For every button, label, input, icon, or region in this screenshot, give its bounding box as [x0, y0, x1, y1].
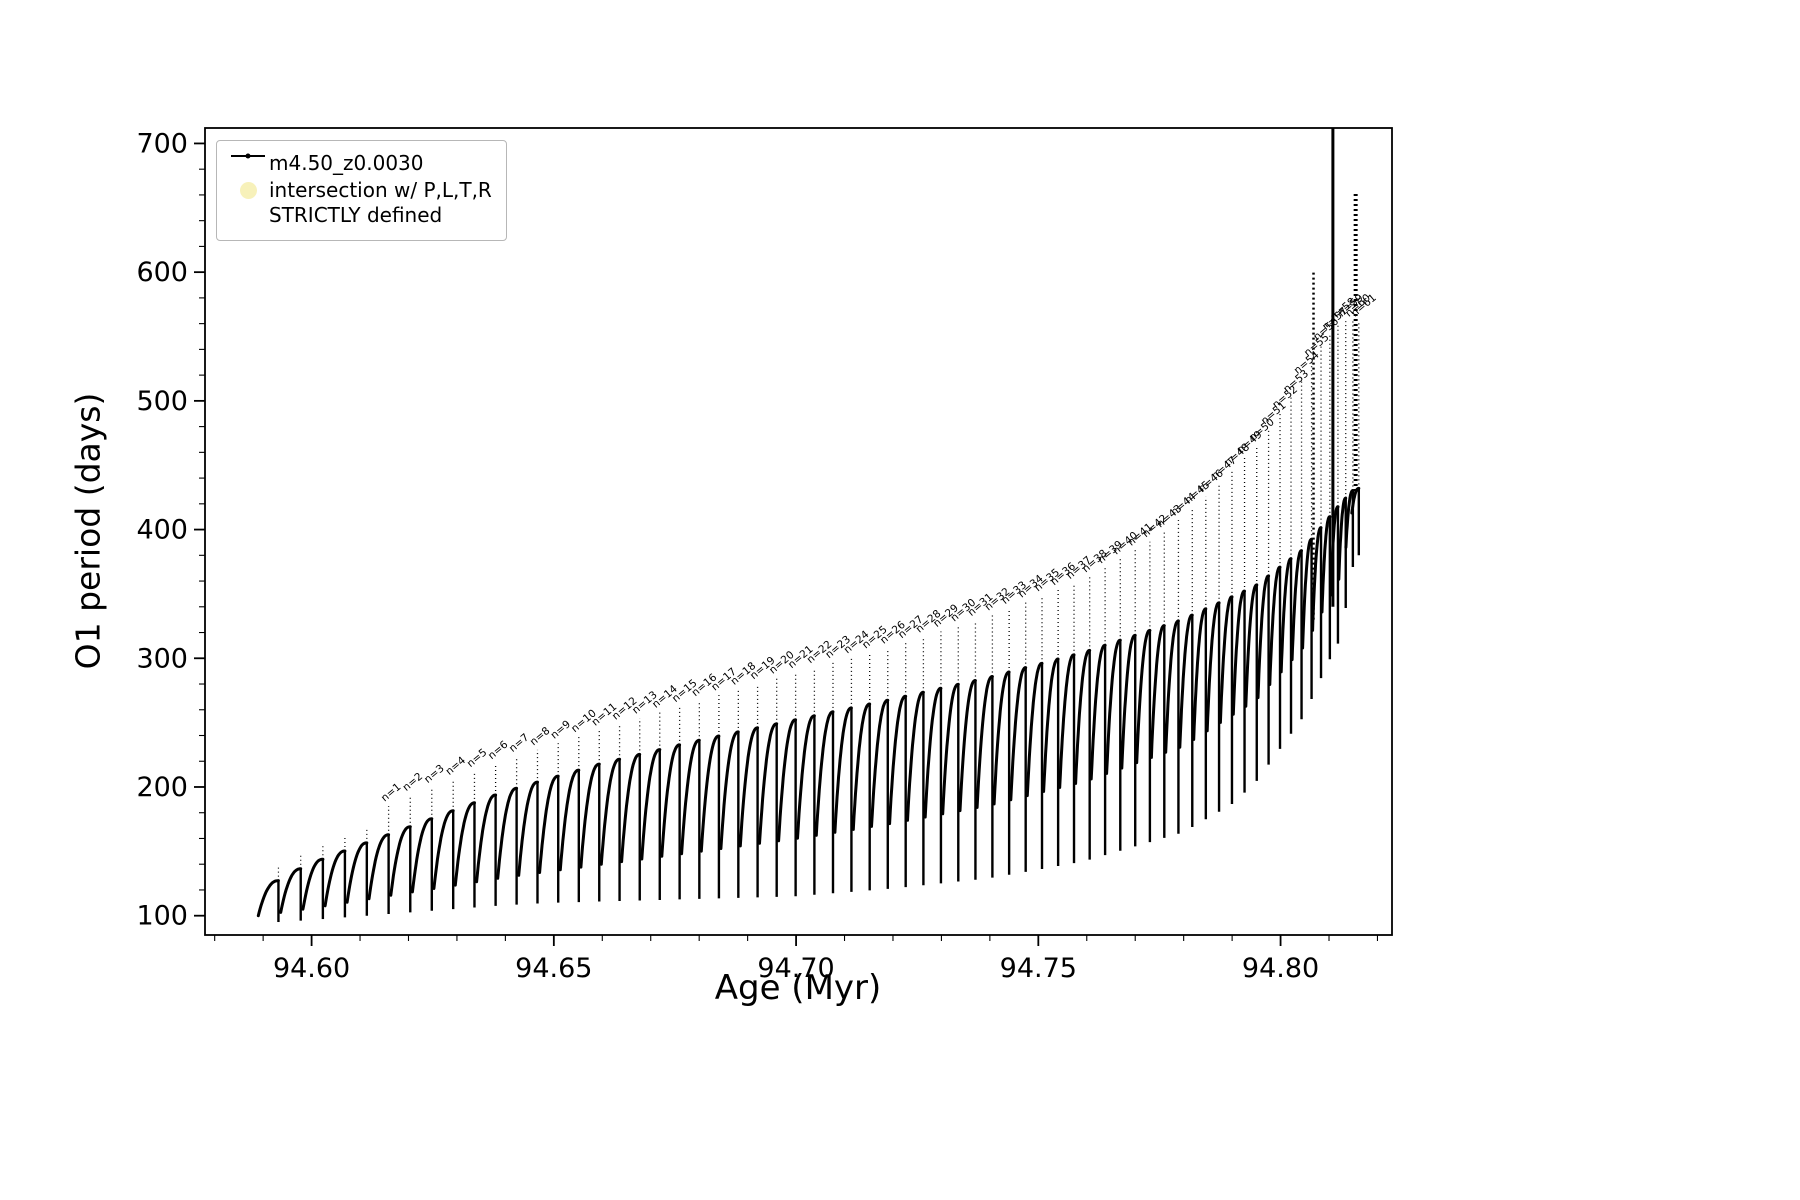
svg-text:n=5: n=5	[465, 746, 490, 769]
axes: 94.60 94.65 94.70 94.75 94.80 100 200 300 400 500…	[136, 127, 1393, 984]
legend-intersection-label: intersection w/ P,L,T,R STRICTLY defined	[269, 178, 492, 227]
svg-text:94.70: 94.70	[757, 953, 834, 984]
svg-text:94.60: 94.60	[273, 953, 350, 984]
svg-text:100: 100	[136, 901, 188, 932]
pale-dot-icon	[227, 182, 269, 199]
legend-entry-intersection: intersection w/ P,L,T,R STRICTLY defined	[227, 178, 492, 228]
svg-text:700: 700	[136, 128, 188, 159]
legend: m4.50_z0.0030 intersection w/ P,L,T,R ST…	[216, 140, 507, 241]
svg-text:n=2: n=2	[401, 770, 426, 793]
svg-text:94.65: 94.65	[515, 953, 592, 984]
svg-text:94.75: 94.75	[1000, 953, 1077, 984]
y-axis-label: O1 period (days)	[68, 392, 108, 670]
svg-text:500: 500	[136, 386, 188, 417]
x-axis-label: Age (Myr)	[714, 968, 882, 1008]
svg-text:n=9: n=9	[548, 718, 573, 741]
svg-text:300: 300	[136, 643, 188, 674]
svg-text:600: 600	[136, 257, 188, 288]
svg-text:94.80: 94.80	[1242, 953, 1319, 984]
line-dot-icon	[227, 153, 269, 159]
svg-text:n=4: n=4	[443, 754, 468, 778]
svg-text:n=8: n=8	[528, 725, 553, 748]
legend-series-label: m4.50_z0.0030	[269, 151, 424, 175]
legend-entry-series: m4.50_z0.0030	[227, 151, 492, 176]
svg-text:400: 400	[136, 515, 188, 546]
svg-text:n=3: n=3	[422, 762, 447, 785]
svg-text:n=7: n=7	[507, 731, 532, 754]
svg-text:200: 200	[136, 772, 188, 803]
svg-text:n=6: n=6	[486, 738, 511, 762]
data-series: n=1n=2n=3n=4n=5n=6n=7n=8n=9n=10n=11n=12n…	[256, 128, 1379, 923]
